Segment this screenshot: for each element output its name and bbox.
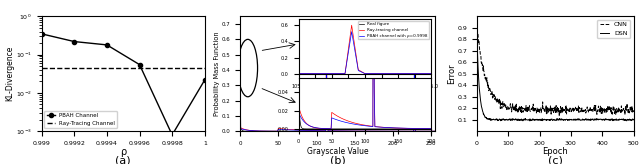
DSN bbox=[548, 118, 556, 120]
Real figure bbox=[236, 51, 244, 53]
PBAH Channel bbox=[168, 134, 176, 136]
DSN bbox=[627, 119, 634, 121]
Real figure bbox=[396, 130, 403, 132]
Real figure bbox=[322, 130, 330, 132]
Real figure bbox=[244, 130, 252, 132]
Line: PBAH channel with ρ=0.9998: PBAH channel with ρ=0.9998 bbox=[240, 36, 435, 131]
Real figure bbox=[309, 130, 317, 132]
Ray-tracing channel bbox=[310, 130, 318, 132]
DSN bbox=[558, 119, 566, 121]
Ray-tracing channel bbox=[396, 130, 404, 132]
Ray-tracing channel bbox=[431, 130, 439, 132]
Ray-tracing channel bbox=[323, 38, 330, 40]
DSN bbox=[519, 120, 527, 122]
Ray-tracing channel bbox=[298, 129, 305, 131]
Real figure bbox=[298, 130, 306, 132]
DSN bbox=[602, 119, 609, 121]
PBAH channel with ρ=0.9998 bbox=[310, 130, 318, 132]
Real figure bbox=[431, 130, 439, 132]
PBAH Channel bbox=[103, 44, 111, 46]
Text: (b): (b) bbox=[330, 155, 346, 164]
Y-axis label: KL-Divergence: KL-Divergence bbox=[6, 46, 15, 102]
PBAH Channel bbox=[38, 33, 45, 35]
DSN bbox=[473, 42, 481, 44]
Text: (c): (c) bbox=[548, 155, 563, 164]
CNN bbox=[548, 109, 556, 111]
Ray-tracing channel bbox=[321, 130, 329, 132]
PBAH Channel bbox=[70, 41, 78, 42]
CNN bbox=[567, 107, 575, 109]
CNN bbox=[473, 28, 481, 30]
Line: PBAH Channel: PBAH Channel bbox=[40, 32, 207, 137]
Real figure bbox=[333, 130, 341, 132]
PBAH Channel bbox=[136, 64, 143, 66]
Line: Ray-tracing channel: Ray-tracing channel bbox=[240, 39, 435, 131]
DSN bbox=[549, 119, 557, 121]
Legend: CNN, DSN: CNN, DSN bbox=[597, 20, 630, 38]
PBAH channel with ρ=0.9998 bbox=[333, 130, 340, 132]
CNN bbox=[558, 112, 566, 114]
Ray-tracing channel bbox=[333, 130, 341, 132]
Real figure bbox=[311, 130, 319, 132]
PBAH Channel bbox=[201, 79, 209, 81]
Ray-tracing channel bbox=[236, 127, 244, 129]
X-axis label: Epoch: Epoch bbox=[542, 147, 568, 156]
Text: (a): (a) bbox=[115, 155, 131, 164]
Legend: PBAH Channel, Ray-Tracing Channel: PBAH Channel, Ray-Tracing Channel bbox=[44, 111, 118, 128]
CNN bbox=[556, 115, 563, 117]
Y-axis label: Probability Mass Function: Probability Mass Function bbox=[214, 31, 220, 116]
PBAH channel with ρ=0.9998 bbox=[308, 130, 316, 132]
PBAH channel with ρ=0.9998 bbox=[396, 130, 403, 132]
Line: CNN: CNN bbox=[477, 29, 634, 116]
PBAH channel with ρ=0.9998 bbox=[321, 130, 329, 132]
X-axis label: Grayscale Value: Grayscale Value bbox=[307, 147, 369, 156]
PBAH channel with ρ=0.9998 bbox=[236, 128, 244, 130]
X-axis label: ρ: ρ bbox=[120, 147, 126, 157]
Y-axis label: Error: Error bbox=[447, 63, 456, 84]
CNN bbox=[548, 111, 556, 113]
DSN bbox=[567, 119, 575, 121]
PBAH channel with ρ=0.9998 bbox=[431, 130, 439, 132]
PBAH channel with ρ=0.9998 bbox=[389, 130, 397, 132]
CNN bbox=[627, 105, 634, 107]
PBAH channel with ρ=0.9998 bbox=[411, 35, 419, 37]
CNN bbox=[630, 112, 637, 114]
Ray-tracing channel bbox=[308, 130, 316, 132]
DSN bbox=[630, 118, 637, 120]
Ray-tracing channel bbox=[389, 130, 397, 132]
Line: DSN: DSN bbox=[477, 43, 634, 121]
PBAH channel with ρ=0.9998 bbox=[298, 129, 305, 131]
Line: Real figure: Real figure bbox=[240, 52, 435, 131]
CNN bbox=[602, 108, 609, 110]
